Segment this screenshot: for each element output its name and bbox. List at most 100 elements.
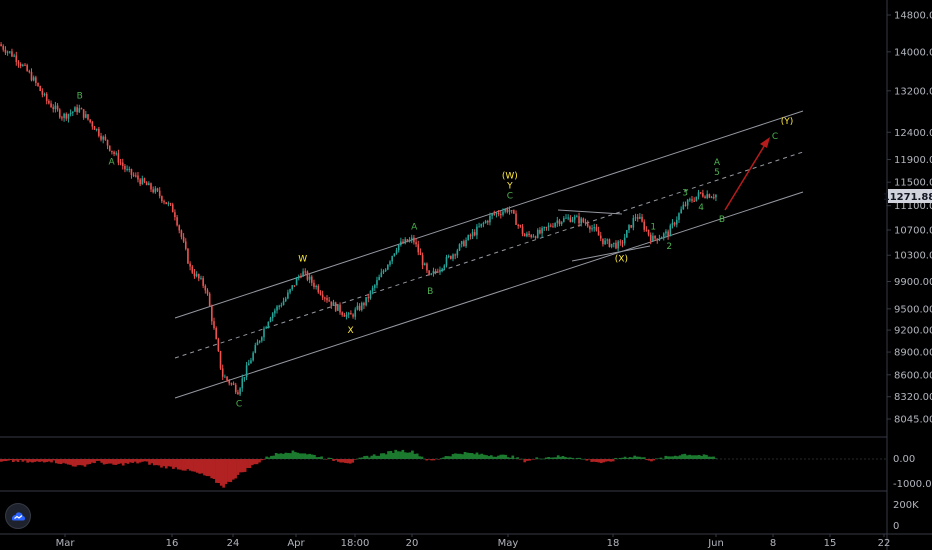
oscillator-bar: [157, 459, 161, 466]
oscillator-bar: [420, 456, 424, 459]
price-tick-label: 13200.00: [894, 86, 932, 97]
oscillator-bar: [28, 459, 32, 462]
oscillator-bar: [296, 452, 300, 459]
candle-body: [610, 243, 613, 247]
candle-body: [352, 314, 354, 317]
candle-body: [306, 271, 309, 280]
candle-body: [334, 302, 337, 311]
oscillator-bar: [167, 459, 170, 467]
candle-body: [250, 360, 252, 364]
tradingview-logo-button[interactable]: [5, 503, 31, 529]
oscillator-bar: [164, 459, 168, 469]
oscillator-bar: [152, 459, 156, 466]
candle-body: [15, 55, 18, 62]
oscillator-bar: [291, 450, 295, 459]
candle-body: [254, 345, 257, 353]
oscillator-bar: [274, 452, 278, 459]
oscillator-bar: [566, 457, 570, 459]
oscillator-bar: [372, 454, 376, 459]
candle-body: [43, 93, 46, 95]
candle-body: [82, 109, 85, 118]
projection: B C (Y): [719, 117, 793, 225]
candle-body: [61, 117, 63, 119]
oscillator-bar: [473, 454, 476, 459]
oscillator-bar: [535, 457, 539, 459]
candle-body: [623, 237, 626, 244]
candle-body: [413, 237, 415, 243]
time-axis[interactable]: Mar 16 24 Apr 18:00 20 May 18 Jun 8 15 22: [56, 534, 891, 549]
oscillator-bar: [461, 454, 464, 459]
candle-body: [37, 82, 39, 86]
oscillator-bar: [659, 457, 663, 459]
oscillator-bar: [23, 459, 27, 461]
candle-body: [291, 285, 294, 290]
oscillator-bar: [234, 459, 237, 479]
candle-body: [8, 51, 11, 53]
candle-body: [358, 305, 361, 311]
candle-body: [608, 239, 611, 247]
candle-body: [617, 241, 619, 249]
oscillator-bar: [186, 459, 190, 470]
candle-body: [163, 201, 165, 203]
candle-body: [489, 215, 491, 223]
oscillator-bar: [406, 452, 409, 459]
candle-body: [41, 90, 44, 95]
candle-body: [582, 218, 585, 223]
oscillator-bar: [121, 459, 125, 466]
oscillator-bar: [16, 459, 20, 462]
candle-body: [528, 233, 530, 236]
candle-body: [419, 252, 422, 256]
oscillator-bar: [547, 457, 550, 459]
oscillator-bar: [358, 457, 362, 459]
oscillator-bar: [348, 459, 352, 464]
oscillator-bar: [478, 454, 481, 459]
candle-body: [17, 61, 20, 64]
oscillator-bar: [243, 459, 247, 472]
candle-body: [50, 103, 52, 108]
oscillator-bar: [353, 459, 357, 460]
candle-body: [669, 225, 672, 237]
oscillator-bar: [38, 459, 41, 462]
price-axis[interactable]: 14800.00 14000.00 13200.00 12400.00 11900.00…: [887, 11, 932, 426]
oscillator-bar: [492, 456, 496, 459]
candle-body: [393, 253, 396, 257]
candle-body: [387, 264, 389, 270]
candle-body: [230, 383, 233, 385]
oscillator-bar: [339, 459, 343, 463]
candle-body: [382, 271, 385, 273]
candle-body: [134, 175, 137, 177]
candle-body: [612, 242, 615, 244]
oscillator-bar: [93, 459, 96, 464]
oscillator-bar: [681, 454, 684, 459]
candle-body: [93, 126, 96, 130]
oscillator-bar: [592, 459, 596, 462]
candle-body: [689, 199, 691, 201]
candle-body: [356, 305, 359, 310]
oscillator-bar: [554, 457, 558, 459]
candle-body: [87, 114, 89, 120]
candle-body: [71, 111, 74, 113]
oscillator-bar: [583, 458, 586, 460]
oscillator-bar: [81, 459, 84, 466]
candle-body: [343, 314, 346, 317]
oscillator-bar: [50, 459, 53, 463]
candle-body: [704, 196, 706, 199]
candle-body: [180, 230, 183, 237]
candle-body: [317, 285, 320, 293]
candle-body: [124, 165, 126, 170]
candle-body: [563, 218, 565, 222]
time-tick-label: 18:00: [341, 538, 370, 549]
candle-body: [573, 216, 576, 220]
price-tick-label: 8900.00: [894, 348, 932, 359]
oscillator-bar: [489, 455, 493, 459]
candle-body: [400, 241, 402, 245]
candle-body: [245, 365, 248, 378]
oscillator-bar: [9, 459, 13, 460]
projection-arrow: [724, 142, 767, 211]
candle-body: [626, 230, 628, 238]
oscillator-bar: [131, 459, 135, 463]
oscillator-bar: [162, 459, 166, 467]
oscillator-bar: [669, 456, 672, 459]
